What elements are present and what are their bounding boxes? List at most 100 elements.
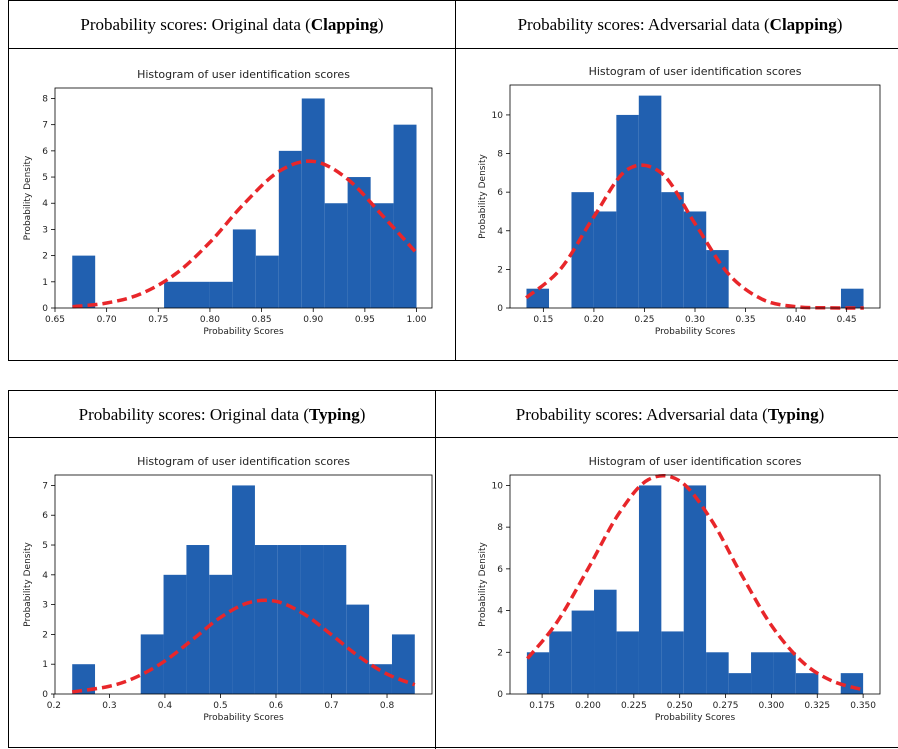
bar [549,631,572,694]
x-axis-label: Probability Scores [203,327,284,337]
y-tick-label: 2 [497,265,503,275]
bar [571,192,594,308]
bar [140,634,164,694]
y-tick-label: 2 [42,252,48,262]
bar [616,631,639,694]
x-tick-label: 0.350 [850,701,876,711]
bar [323,545,347,694]
x-tick-label: 0.5 [213,701,227,711]
bar [324,203,348,308]
y-tick-label: 6 [497,565,503,575]
fit-curve [525,163,864,310]
y-tick-label: 3 [42,601,48,611]
bar [232,485,255,694]
x-tick-label: 0.45 [837,315,857,325]
heading-part: Probability scores: Adversarial data ( [516,405,768,424]
bar [571,610,595,694]
table-borders [8,0,898,749]
y-tick-label: 0 [497,304,503,314]
y-tick-label: 8 [497,523,503,533]
x-tick-label: 0.90 [303,315,323,325]
x-tick-label: 0.25 [634,315,654,325]
heading-part: Probability scores: Original data ( [80,15,311,34]
panel: Probability scores: Original data (Clapp… [23,15,433,337]
y-tick-label: 8 [497,150,503,160]
chart-title: Histogram of user identification scores [589,65,802,78]
panel: Probability scores: Adversarial data (Ty… [478,405,881,723]
x-tick-label: 0.40 [786,315,806,325]
fit-curve [71,598,416,694]
x-tick-label: 0.200 [575,701,601,711]
plot-frame [54,87,433,309]
panel-heading: Probability scores: Adversarial data (Ty… [516,405,825,424]
bar [706,652,729,694]
heading-part: Probability scores: Original data ( [79,405,310,424]
x-tick-label: 0.85 [252,315,272,325]
chart-title: Histogram of user identification scores [589,455,802,468]
panel: Probability scores: Original data (Typin… [23,405,433,723]
bar [255,255,279,308]
x-tick-label: 0.275 [713,701,739,711]
bar [254,545,278,694]
bar [277,545,301,694]
y-tick-label: 10 [492,111,504,121]
y-tick-label: 0 [497,690,503,700]
top-table [8,0,898,361]
x-tick-label: 0.6 [269,701,284,711]
panel: Probability scores: Adversarial data (Cl… [478,15,881,337]
y-tick-label: 0 [42,690,48,700]
bottom-table [8,390,898,748]
bar [840,288,864,308]
x-tick-label: 0.20 [584,315,604,325]
y-axis-label: Probability Density [478,154,488,239]
x-tick-label: 0.8 [380,701,395,711]
panel-heading: Probability scores: Adversarial data (Cl… [518,15,843,34]
bar [526,288,550,308]
heading-part: Clapping [311,15,379,34]
bar [661,631,684,694]
bar [72,664,96,694]
y-tick-label: 7 [42,121,48,131]
x-tick-label: 0.80 [200,315,220,325]
bar [300,545,324,694]
bar [232,229,256,308]
bar [72,255,96,308]
bar [773,652,796,694]
x-tick-label: 0.95 [355,315,375,325]
bar [347,177,371,308]
bar [164,281,188,308]
y-tick-label: 6 [497,188,503,198]
x-tick-label: 0.325 [804,701,830,711]
plot-frame [509,474,881,695]
bar [346,604,370,694]
y-tick-label: 2 [42,630,48,640]
x-tick-label: 0.35 [736,315,756,325]
y-tick-label: 4 [497,227,503,237]
x-tick-label: 1.00 [406,315,426,325]
x-axis-label: Probability Scores [655,327,736,337]
heading-part: Probability scores: Adversarial data ( [518,15,770,34]
y-tick-label: 6 [42,511,48,521]
panel-heading: Probability scores: Original data (Typin… [79,405,366,424]
bar [391,634,415,694]
x-tick-label: 0.250 [667,701,693,711]
x-tick-label: 0.70 [97,315,117,325]
x-tick-label: 0.300 [759,701,785,711]
bar [209,281,233,308]
x-axis-label: Probability Scores [655,713,736,723]
x-tick-label: 0.75 [148,315,168,325]
y-tick-label: 5 [42,173,48,183]
bar [728,673,752,694]
y-tick-label: 8 [42,94,48,104]
bar [706,250,729,308]
y-tick-label: 10 [492,481,504,491]
bar [638,95,662,308]
y-tick-label: 7 [42,481,48,491]
y-axis-label: Probability Density [23,155,33,240]
bar [616,114,639,308]
bar [526,652,550,694]
bar [163,574,187,694]
bar [795,673,819,694]
y-tick-label: 4 [42,571,48,581]
